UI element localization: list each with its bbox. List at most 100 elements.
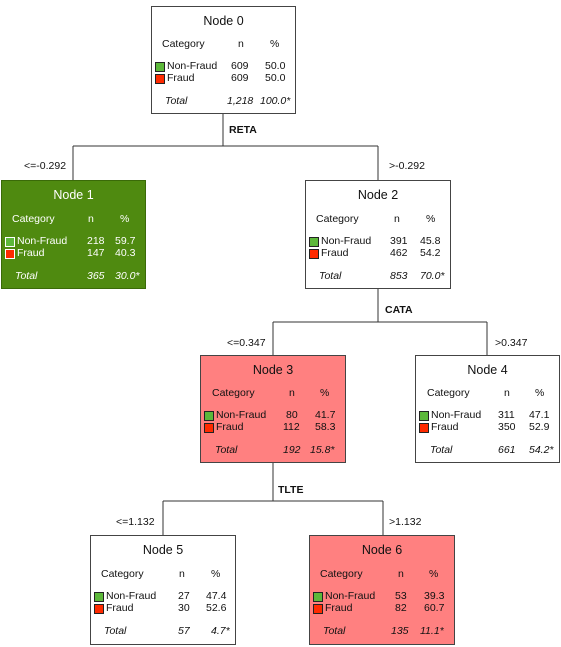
row-label-fraud: Fraud (167, 72, 195, 84)
total-pct: 70.0* (420, 270, 445, 282)
non-fraud-swatch (155, 62, 165, 72)
total-pct: 15.8* (310, 444, 335, 456)
split-left-condition: <=0.347 (227, 337, 266, 349)
row-n-non-fraud: 311 (498, 409, 515, 421)
row-n-non-fraud: 53 (395, 590, 407, 602)
header-category: Category (162, 38, 205, 50)
header-category: Category (101, 568, 144, 580)
node-title: Node 1 (53, 188, 94, 202)
total-pct: 30.0* (115, 270, 140, 282)
fraud-swatch (419, 423, 429, 433)
header-percent: % (211, 568, 221, 580)
row-label-fraud: Fraud (17, 247, 45, 259)
row-pct-non-fraud: 59.7 (115, 235, 136, 247)
header-category: Category (12, 213, 55, 225)
header-category: Category (316, 213, 359, 225)
tree-node-3: Node 3 Category n % Non-Fraud 80 41.7 Fr… (200, 355, 346, 463)
total-label: Total (319, 270, 342, 282)
header-n: n (238, 38, 244, 50)
tree-node-4: Node 4 Category n % Non-Fraud 311 47.1 F… (415, 355, 560, 463)
row-label-fraud: Fraud (216, 421, 244, 433)
header-n: n (88, 213, 94, 225)
fraud-swatch (94, 604, 104, 614)
row-n-fraud: 112 (283, 421, 300, 433)
row-pct-non-fraud: 41.7 (315, 409, 336, 421)
fraud-swatch (155, 74, 165, 84)
row-pct-non-fraud: 47.4 (206, 590, 227, 602)
node-title: Node 2 (357, 188, 399, 202)
row-n-fraud: 82 (395, 602, 407, 614)
header-category: Category (427, 387, 470, 399)
total-pct: 11.1* (420, 625, 444, 637)
row-label-non-fraud: Non-Fraud (216, 409, 267, 421)
split-right-condition: >0.347 (495, 337, 528, 349)
node-title: Node 0 (203, 14, 244, 28)
row-pct-non-fraud: 47.1 (529, 409, 550, 421)
header-n: n (398, 568, 404, 580)
total-n: 1,218 (227, 95, 254, 107)
tree-node-5: Node 5 Category n % Non-Fraud 27 47.4 Fr… (90, 535, 236, 645)
row-n-non-fraud: 391 (390, 235, 408, 247)
total-n: 853 (390, 270, 408, 282)
header-percent: % (120, 213, 130, 225)
node-title: Node 5 (142, 543, 184, 557)
split-left-condition: <=-0.292 (24, 160, 67, 172)
fraud-swatch (309, 249, 319, 259)
row-pct-fraud: 50.0 (265, 72, 286, 84)
row-label-fraud: Fraud (106, 602, 134, 614)
total-n: 365 (87, 270, 105, 282)
split-variable-cata: CATA (385, 304, 413, 316)
row-label-fraud: Fraud (431, 421, 459, 433)
tree-node-2: Node 2 Category n % Non-Fraud 391 45.8 F… (305, 180, 451, 289)
non-fraud-swatch (204, 411, 214, 421)
total-pct: 54.2* (529, 444, 554, 456)
non-fraud-swatch (5, 237, 15, 247)
row-n-fraud: 147 (87, 247, 105, 259)
non-fraud-swatch (94, 592, 104, 602)
fraud-swatch (204, 423, 214, 433)
header-percent: % (535, 387, 545, 399)
total-label: Total (104, 625, 127, 637)
total-label: Total (165, 95, 188, 107)
row-n-fraud: 350 (498, 421, 516, 433)
row-pct-fraud: 60.7 (424, 602, 445, 614)
row-pct-fraud: 58.3 (315, 421, 336, 433)
row-label-non-fraud: Non-Fraud (17, 235, 68, 247)
row-label-fraud: Fraud (321, 247, 349, 259)
tree-node-6: Node 6 Category n % Non-Fraud 53 39.3 Fr… (309, 535, 455, 645)
tree-node-1: Node 1 Category n % Non-Fraud 218 59.7 F… (1, 180, 146, 289)
row-pct-fraud: 40.3 (115, 247, 136, 259)
row-pct-fraud: 54.2 (420, 247, 441, 259)
non-fraud-swatch (419, 411, 429, 421)
total-pct: 4.7* (211, 625, 230, 637)
node-title: Node 4 (467, 363, 508, 377)
row-n-non-fraud: 609 (231, 60, 249, 72)
row-label-non-fraud: Non-Fraud (325, 590, 376, 602)
total-label: Total (15, 270, 38, 282)
header-n: n (394, 213, 400, 225)
row-label-fraud: Fraud (325, 602, 353, 614)
header-category: Category (212, 387, 255, 399)
row-n-non-fraud: 27 (178, 590, 190, 602)
total-n: 661 (498, 444, 516, 456)
row-n-fraud: 609 (231, 72, 249, 84)
row-n-non-fraud: 80 (286, 409, 298, 421)
total-n: 57 (178, 625, 190, 637)
row-pct-non-fraud: 45.8 (420, 235, 441, 247)
header-n: n (289, 387, 295, 399)
row-label-non-fraud: Non-Fraud (431, 409, 482, 421)
tree-node-0: Node 0 Category n % Non-Fraud 609 50.0 F… (151, 6, 296, 114)
total-label: Total (215, 444, 238, 456)
row-n-fraud: 462 (390, 247, 408, 259)
split-variable-reta: RETA (229, 124, 257, 136)
fraud-swatch (313, 604, 323, 614)
node-title: Node 3 (252, 363, 294, 377)
non-fraud-swatch (309, 237, 319, 247)
header-category: Category (320, 568, 363, 580)
total-label: Total (430, 444, 453, 456)
total-n: 135 (391, 625, 409, 637)
row-label-non-fraud: Non-Fraud (167, 60, 218, 72)
row-pct-fraud: 52.6 (206, 602, 227, 614)
header-percent: % (270, 38, 280, 50)
total-n: 192 (283, 444, 301, 456)
